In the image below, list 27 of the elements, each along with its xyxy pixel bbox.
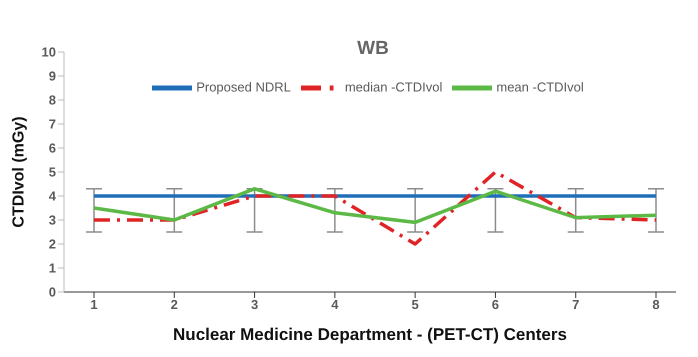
y-tick-label: 3 (48, 212, 56, 228)
y-tick-label: 4 (48, 188, 57, 204)
x-tick-label: 2 (170, 297, 178, 312)
x-tick-label: 4 (331, 297, 340, 312)
x-tick-label: 7 (572, 297, 580, 312)
chart-title: WB (356, 38, 390, 60)
legend-label: Proposed NDRL (196, 79, 291, 94)
y-tick-label: 0 (48, 284, 56, 300)
x-tick-label: 5 (412, 297, 419, 312)
line-series (92, 170, 658, 246)
y-tick-label: 2 (48, 236, 56, 252)
y-tick-label: 7 (48, 116, 56, 132)
x-axis-title: Nuclear Medicine Department - (PET-CT) Centers (173, 325, 567, 344)
x-tick-label: 1 (90, 297, 98, 312)
y-axis-title: CTDIvol (mGy) (10, 116, 28, 228)
y-tick-label: 8 (48, 92, 56, 108)
y-tick-label: 5 (48, 164, 56, 180)
y-tick-label: 10 (42, 44, 56, 60)
y-tick-label: 1 (48, 260, 56, 276)
x-tick-label: 3 (250, 297, 258, 312)
x-tick-label: 8 (652, 297, 660, 312)
line-series (92, 187, 658, 224)
x-tick-label: 6 (492, 297, 500, 312)
y-tick-label: 6 (48, 140, 56, 156)
legend-label: mean -CTDIvol (496, 79, 584, 94)
y-tick-label: 9 (48, 68, 56, 84)
legend-label: median -CTDIvol (344, 79, 442, 94)
